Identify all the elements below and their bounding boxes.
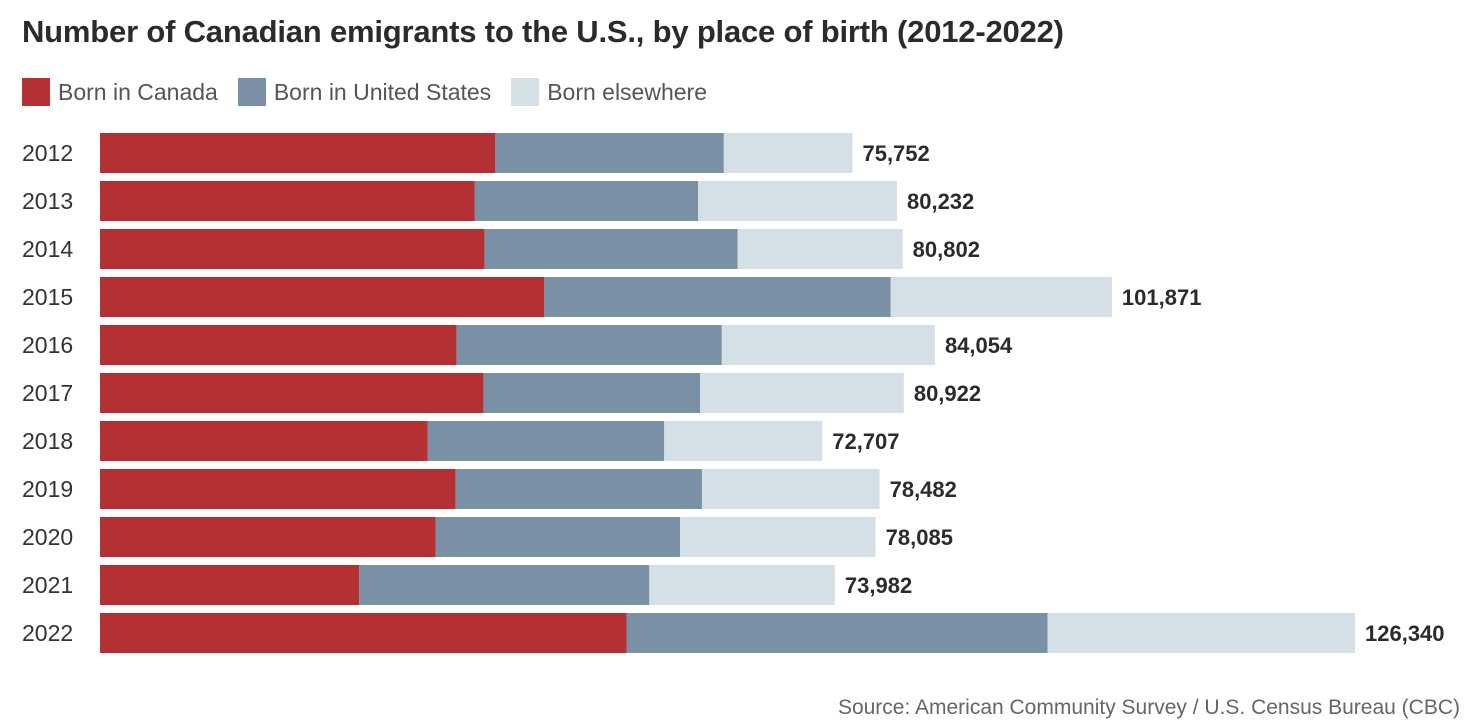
bar-born-elsewhere-2022 [1047, 613, 1355, 653]
total-label-2017: 80,922 [914, 381, 981, 406]
total-label-2022: 126,340 [1365, 621, 1445, 646]
bar-born-elsewhere-2016 [721, 325, 935, 365]
bar-born-elsewhere-2021 [649, 565, 835, 605]
bar-born-in-canada-2013 [100, 181, 475, 221]
bar-born-in-canada-2016 [100, 325, 457, 365]
bar-born-in-canada-2018 [100, 421, 428, 461]
total-label-2021: 73,982 [845, 573, 912, 598]
bar-born-in-united-states-2022 [626, 613, 1048, 653]
stacked-bar-chart: 2012 75,752 2013 80,232 2014 80,802 2015 101,87… [22, 133, 1445, 653]
bar-born-in-united-states-2013 [474, 181, 698, 221]
category-label-2021: 2021 [22, 572, 73, 598]
legend-label-born-in-us: Born in United States [273, 78, 492, 105]
bar-born-in-canada-2022 [100, 613, 627, 653]
category-label-2018: 2018 [22, 428, 73, 454]
bar-born-in-united-states-2020 [435, 517, 681, 557]
bar-born-in-canada-2014 [100, 229, 485, 269]
total-label-2016: 84,054 [945, 333, 1013, 358]
category-label-2015: 2015 [22, 284, 73, 310]
legend-label-born-in-canada: Born in Canada [58, 78, 218, 105]
legend-item-born-in-canada: Born in Canada [22, 78, 218, 106]
bar-born-in-canada-2021 [100, 565, 360, 605]
bar-born-in-united-states-2016 [456, 325, 722, 365]
bar-born-in-canada-2017 [100, 373, 484, 413]
bar-born-in-united-states-2014 [484, 229, 738, 269]
bar-born-in-united-states-2018 [427, 421, 665, 461]
legend-swatch-born-in-us [237, 78, 266, 106]
legend-item-born-elsewhere: Born elsewhere [511, 78, 707, 106]
legend-label-born-elsewhere: Born elsewhere [547, 78, 707, 105]
category-label-2013: 2013 [22, 188, 73, 214]
bar-born-elsewhere-2020 [680, 517, 876, 557]
bar-born-in-canada-2019 [100, 469, 456, 509]
total-label-2020: 78,085 [886, 525, 953, 550]
legend-swatch-born-elsewhere [511, 78, 540, 106]
bar-born-elsewhere-2014 [737, 229, 903, 269]
total-label-2014: 80,802 [913, 237, 980, 262]
bar-born-in-canada-2012 [100, 133, 496, 173]
legend-swatch-born-in-canada [22, 78, 50, 106]
category-label-2017: 2017 [22, 380, 73, 406]
category-label-2016: 2016 [22, 332, 73, 358]
total-label-2015: 101,871 [1122, 285, 1202, 310]
bar-born-in-canada-2020 [100, 517, 436, 557]
bar-born-in-united-states-2019 [455, 469, 702, 509]
category-label-2014: 2014 [22, 236, 73, 262]
bar-born-elsewhere-2017 [699, 373, 904, 413]
total-label-2019: 78,482 [890, 477, 957, 502]
bar-born-elsewhere-2013 [697, 181, 897, 221]
bar-born-in-united-states-2012 [495, 133, 724, 173]
bar-born-in-united-states-2021 [359, 565, 650, 605]
total-label-2018: 72,707 [832, 429, 899, 454]
bar-born-in-united-states-2015 [544, 277, 891, 317]
legend: Born in Canada Born in United States Bor… [22, 78, 727, 106]
bar-born-in-canada-2015 [100, 277, 545, 317]
category-label-2019: 2019 [22, 476, 73, 502]
category-label-2022: 2022 [22, 620, 73, 646]
chart-title: Number of Canadian emigrants to the U.S.… [22, 14, 1064, 49]
bar-born-elsewhere-2018 [664, 421, 823, 461]
total-label-2013: 80,232 [907, 189, 974, 214]
bar-born-elsewhere-2012 [723, 133, 853, 173]
source-note: Source: American Community Survey / U.S.… [837, 696, 1460, 719]
bar-born-elsewhere-2019 [701, 469, 880, 509]
total-label-2012: 75,752 [862, 141, 929, 166]
bar-born-in-united-states-2017 [483, 373, 700, 413]
category-label-2020: 2020 [22, 524, 73, 550]
legend-item-born-in-us: Born in United States [237, 78, 492, 106]
category-label-2012: 2012 [22, 140, 73, 166]
bar-born-elsewhere-2015 [890, 277, 1112, 317]
